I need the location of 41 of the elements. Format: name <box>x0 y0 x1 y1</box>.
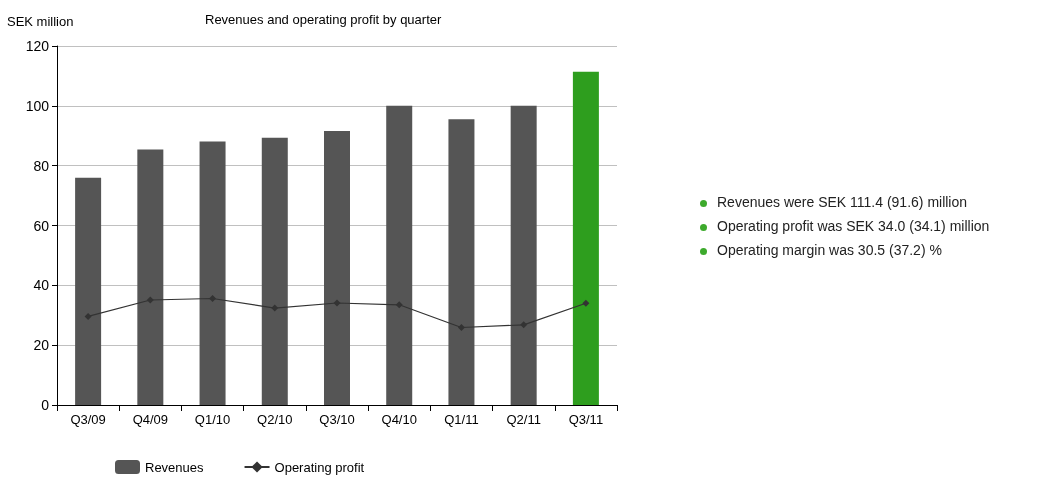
bar <box>448 119 475 405</box>
x-tick-label: Q3/09 <box>70 412 106 427</box>
y-tick-label: 0 <box>41 397 50 413</box>
bar <box>324 130 350 405</box>
bar <box>137 149 164 405</box>
point <box>457 324 465 332</box>
y-tick-label: 40 <box>33 277 50 294</box>
chart-title: Revenues and operating profit by quarter <box>205 12 442 27</box>
bar <box>199 141 226 405</box>
y-axis-title: SEK million <box>7 14 74 29</box>
point <box>333 299 341 307</box>
x-tick-label: Q1/10 <box>194 412 231 427</box>
point <box>84 312 92 320</box>
point <box>146 296 154 304</box>
x-tick-label: Q3/11 <box>568 412 604 427</box>
y-tick-label: 120 <box>25 38 50 54</box>
legend-label: Revenues <box>145 459 205 475</box>
bar <box>261 137 288 405</box>
x-tick-label: Q1/11 <box>444 412 479 427</box>
y-tick-label: 80 <box>33 157 50 174</box>
x-tick-label: Q2/11 <box>506 412 541 427</box>
point <box>395 301 403 309</box>
bar <box>386 105 413 405</box>
x-tick-label: Q4/09 <box>132 412 169 427</box>
text: Operating profit was SEK 34.0 (34.1) million <box>716 217 990 236</box>
point <box>271 304 279 312</box>
point <box>582 299 590 307</box>
x-tick-label: Q4/10 <box>381 412 417 427</box>
bar <box>510 105 537 405</box>
x-tick-label: Q3/10 <box>319 412 355 427</box>
bar <box>75 177 102 405</box>
text: Operating margin was 30.5 (37.2) % <box>716 241 943 260</box>
bar <box>572 71 599 405</box>
y-tick-label: 20 <box>33 337 50 354</box>
y-tick-label: 100 <box>25 97 50 114</box>
y-tick-label: 60 <box>33 217 50 234</box>
legend-label: Operating profit <box>274 459 365 475</box>
point <box>209 295 217 302</box>
point <box>520 321 528 329</box>
x-tick-label: Q2/10 <box>257 412 293 427</box>
text: Revenues were SEK 111.4 (91.6) million <box>716 193 969 212</box>
